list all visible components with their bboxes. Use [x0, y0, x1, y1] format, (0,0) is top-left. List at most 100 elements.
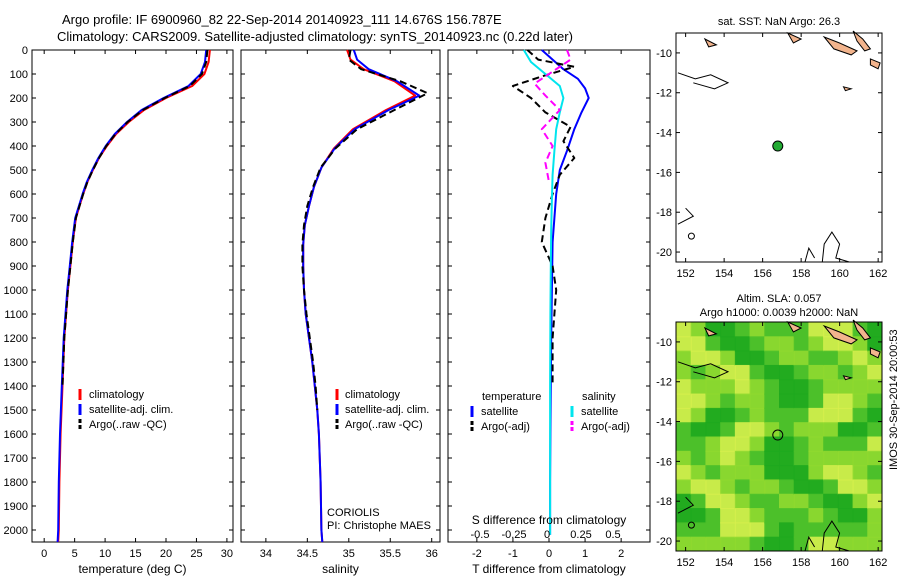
heatmap-cell: [749, 422, 766, 438]
heatmap-cell: [764, 536, 780, 551]
heatmap-cell: [734, 508, 751, 524]
sla-lon-tick-label: 158: [792, 557, 810, 569]
heatmap-cell: [705, 465, 722, 481]
heatmap-cell: [705, 336, 722, 352]
legend-entry: Argo(-adj): [581, 421, 630, 433]
heatmap-cell: [793, 479, 810, 495]
heatmap-cell: [764, 350, 780, 366]
reef-contour: [821, 520, 850, 552]
heatmap-cell: [779, 336, 795, 352]
heatmap-cell: [676, 393, 692, 409]
heatmap-cell: [823, 479, 839, 495]
argo-float-marker: [772, 140, 784, 152]
legend-title: temperature: [482, 391, 541, 403]
heatmap-cell: [749, 479, 766, 495]
heatmap-cell: [734, 393, 751, 409]
salinity-tick-label: 34.5: [297, 548, 318, 560]
series-line: [56, 49, 208, 543]
depth-tick-label: 0: [22, 45, 28, 57]
sst-lat-tick-label: -18: [656, 207, 672, 219]
heatmap-cell: [852, 436, 869, 452]
heatmap-cell: [720, 336, 736, 352]
sla-lat-tick-label: -14: [656, 417, 672, 429]
reef-contour: [677, 72, 730, 90]
heatmap-cell: [867, 422, 882, 438]
island-shape: [869, 347, 881, 359]
legend-entry: satellite: [581, 406, 618, 418]
sla-lon-tick-label: 162: [869, 557, 887, 569]
sst-lon-tick-label: 156: [753, 268, 771, 280]
heatmap-cell: [808, 379, 825, 395]
difference-plot-frame: [447, 49, 651, 543]
annotation-pi: PI: Christophe MAES: [327, 520, 431, 532]
salinity-tick-label: 36: [426, 548, 438, 560]
heatmap-cell: [720, 450, 736, 467]
reef-contour: [677, 496, 695, 514]
sla-lat-tick-label: -16: [656, 456, 672, 468]
depth-tick-label: 1100: [4, 309, 28, 321]
depth-tick-label: 1900: [4, 501, 28, 513]
heatmap-cell: [705, 436, 722, 452]
heatmap-cell: [808, 465, 825, 481]
heatmap-cell: [808, 322, 825, 338]
x-axis-label: T difference from climatology: [472, 562, 626, 576]
heatmap-cell: [734, 422, 751, 438]
heatmap-cell: [852, 364, 869, 381]
heatmap-cell: [734, 379, 751, 395]
heatmap-cell: [808, 364, 825, 381]
island-shape: [822, 35, 859, 56]
heatmap-cell: [734, 536, 751, 551]
heatmap-cell: [837, 422, 854, 438]
salinity-plot-frame: [240, 49, 441, 543]
series-line: [522, 49, 565, 535]
sla-lon-tick-label: 154: [715, 557, 733, 569]
depth-tick-label: 1600: [4, 429, 28, 441]
heatmap-cell: [837, 450, 854, 467]
sst-lon-tick-label: 154: [715, 268, 733, 280]
heatmap-cell: [720, 407, 736, 424]
heatmap-cell: [867, 393, 882, 409]
series-line: [511, 49, 576, 386]
heatmap-cell: [734, 479, 751, 495]
depth-tick-label: 1800: [4, 477, 28, 489]
series-line: [301, 49, 429, 411]
heatmap-cell: [779, 450, 795, 467]
heatmap-cell: [867, 508, 882, 524]
heatmap-cell: [808, 508, 825, 524]
sst-lat-tick-label: -20: [656, 247, 672, 259]
heatmap-cell: [705, 407, 722, 424]
sla-lat-tick-label: -10: [656, 337, 672, 349]
depth-tick-label: 1500: [4, 405, 28, 417]
heatmap-cell: [764, 522, 780, 538]
heatmap-cell: [823, 536, 839, 551]
heatmap-cell: [690, 493, 707, 510]
heatmap-cell: [676, 407, 692, 424]
legend-entry: Argo(..raw -QC): [89, 419, 167, 431]
heatmap-cell: [779, 379, 795, 395]
heatmap-cell: [793, 450, 810, 467]
heatmap-cell: [867, 364, 882, 381]
heatmap-cell: [720, 364, 736, 381]
legend-entry: satellite-adj. clim.: [89, 404, 173, 416]
heatmap-cell: [734, 436, 751, 452]
heatmap-cell: [823, 364, 839, 381]
heatmap-cell: [764, 393, 780, 409]
heatmap-cell: [720, 436, 736, 452]
heatmap-cell: [793, 465, 810, 481]
heatmap-cell: [676, 450, 692, 467]
heatmap-cell: [764, 493, 780, 510]
heatmap-cell: [690, 522, 707, 538]
heatmap-cell: [852, 493, 869, 510]
depth-tick-label: 1000: [4, 285, 28, 297]
heatmap-cell: [779, 422, 795, 438]
heatmap-cell: [705, 450, 722, 467]
heatmap-cell: [837, 479, 854, 495]
legend-entry: climatology: [345, 389, 401, 401]
heatmap-cell: [705, 379, 722, 395]
heatmap-cell: [793, 336, 810, 352]
sla-lat-tick-label: -20: [656, 536, 672, 548]
depth-tick-label: 300: [10, 117, 28, 129]
heatmap-cell: [720, 465, 736, 481]
chart-title-line1: Argo profile: IF 6900960_82 22-Sep-2014 …: [62, 12, 502, 27]
temperature-tick-label: 10: [99, 548, 111, 560]
